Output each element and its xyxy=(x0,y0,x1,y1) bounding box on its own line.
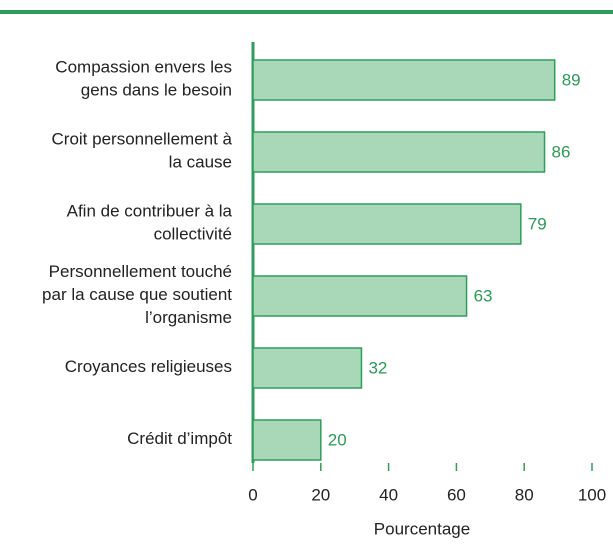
y-tick-label: Croit personnellement à la cause xyxy=(52,130,233,172)
value-label: 86 xyxy=(552,142,571,161)
value-label: 79 xyxy=(528,214,547,233)
y-tick-label: Personnellement touché par la cause que s… xyxy=(42,262,232,327)
bar xyxy=(252,347,363,389)
value-label: 89 xyxy=(562,70,581,89)
x-tick-label: 40 xyxy=(379,485,398,504)
bar xyxy=(252,59,556,101)
bar xyxy=(252,203,522,245)
x-tick-label: 80 xyxy=(515,485,534,504)
y-tick-label: Crédit d’impôt xyxy=(127,429,232,448)
x-tick-label: 20 xyxy=(311,485,330,504)
x-tick-label: 100 xyxy=(578,485,606,504)
value-label: 63 xyxy=(474,286,493,305)
y-tick-label: Croyances religieuses xyxy=(65,357,232,376)
x-tick-label: 60 xyxy=(447,485,466,504)
value-label: 32 xyxy=(368,358,387,377)
value-label: 20 xyxy=(328,430,347,449)
y-tick-label: Compassion envers les gens dans le besoin xyxy=(55,58,232,100)
bar xyxy=(252,275,468,317)
x-tick-label: 0 xyxy=(248,485,257,504)
x-axis-label: Pourcentage xyxy=(374,519,470,538)
bar xyxy=(252,131,546,173)
bar xyxy=(252,419,322,461)
y-tick-label: Afin de contribuer à la collectivité xyxy=(67,202,233,244)
